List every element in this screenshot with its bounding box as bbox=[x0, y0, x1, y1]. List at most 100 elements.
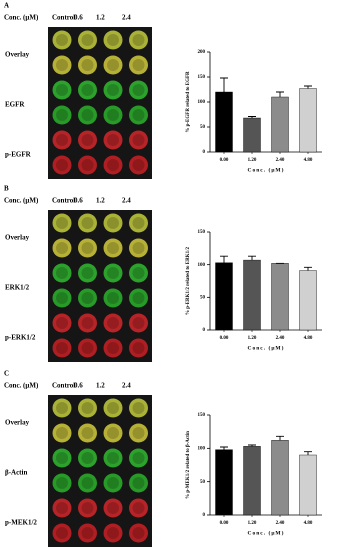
well bbox=[129, 238, 148, 258]
error-bar bbox=[220, 77, 228, 92]
well bbox=[103, 398, 123, 418]
well bbox=[52, 288, 72, 308]
well bbox=[103, 288, 123, 308]
well-center bbox=[107, 109, 119, 121]
error-bar bbox=[220, 446, 228, 450]
well bbox=[129, 473, 148, 493]
well bbox=[103, 338, 123, 358]
well-center bbox=[56, 84, 68, 96]
x-tick-label: 2.40 bbox=[276, 158, 285, 163]
well-center bbox=[56, 34, 68, 46]
well-center bbox=[107, 402, 119, 414]
y-tick-label: 0 bbox=[203, 513, 206, 518]
y-tick-label: 150 bbox=[198, 413, 206, 418]
well-center bbox=[107, 217, 119, 229]
y-tick-label: 200 bbox=[198, 50, 206, 55]
well-center bbox=[132, 59, 145, 71]
well bbox=[78, 448, 97, 468]
column-header: Control bbox=[52, 382, 75, 390]
x-tick-label: 1.20 bbox=[248, 336, 257, 341]
row-label: p-MEK1/2 bbox=[5, 519, 37, 527]
well bbox=[78, 155, 97, 175]
well-center bbox=[81, 134, 94, 146]
y-tick-label: 100 bbox=[198, 263, 206, 268]
panel-label: A bbox=[4, 2, 9, 10]
well-center bbox=[107, 242, 119, 254]
well-center bbox=[107, 452, 119, 464]
well bbox=[52, 263, 72, 283]
well-center bbox=[132, 402, 145, 414]
bar bbox=[215, 449, 233, 516]
well bbox=[129, 130, 148, 150]
well bbox=[129, 398, 148, 418]
row-label: EGFR bbox=[5, 101, 25, 109]
well-center bbox=[81, 402, 94, 414]
well-center bbox=[132, 527, 145, 539]
well bbox=[78, 398, 97, 418]
x-tick-label: 1.20 bbox=[248, 521, 257, 526]
well-center bbox=[107, 134, 119, 146]
well bbox=[78, 213, 97, 233]
well bbox=[78, 523, 97, 543]
well bbox=[78, 263, 97, 283]
well-center bbox=[132, 452, 145, 464]
well bbox=[52, 313, 72, 333]
well-center bbox=[132, 217, 145, 229]
well bbox=[103, 523, 123, 543]
well-center bbox=[56, 477, 68, 489]
well bbox=[52, 398, 72, 418]
y-tick-label: 50 bbox=[200, 125, 206, 130]
well-center bbox=[132, 34, 145, 46]
well bbox=[52, 423, 72, 443]
well bbox=[52, 213, 72, 233]
x-tick-label: 4.80 bbox=[304, 336, 313, 341]
well bbox=[52, 55, 72, 75]
column-header: Conc. (μM) bbox=[4, 382, 39, 390]
column-header: 0.6 bbox=[74, 382, 83, 390]
well-center bbox=[81, 527, 94, 539]
well bbox=[78, 30, 97, 50]
y-tick-label: 50 bbox=[200, 295, 206, 300]
well-center bbox=[107, 477, 119, 489]
well-center bbox=[107, 342, 119, 354]
error-bar bbox=[304, 451, 312, 455]
well-center bbox=[132, 477, 145, 489]
well-center bbox=[81, 317, 94, 329]
well bbox=[78, 130, 97, 150]
blot-image bbox=[48, 210, 152, 362]
error-bar bbox=[248, 255, 256, 261]
well bbox=[103, 130, 123, 150]
bar bbox=[215, 262, 233, 331]
error-bar bbox=[220, 255, 228, 263]
row-label: Overlay bbox=[5, 51, 30, 59]
well-center bbox=[132, 134, 145, 146]
column-header: 0.6 bbox=[74, 197, 83, 205]
well bbox=[103, 155, 123, 175]
y-tick-label: 100 bbox=[198, 446, 206, 451]
bar bbox=[243, 117, 261, 153]
row-label: Overlay bbox=[5, 234, 30, 242]
well-center bbox=[132, 267, 145, 279]
well bbox=[52, 80, 72, 100]
x-tick-label: 1.20 bbox=[248, 158, 257, 163]
y-axis-label: % p-MEK1/2 related to β-Actin bbox=[186, 431, 191, 499]
well-center bbox=[81, 502, 94, 514]
well bbox=[103, 105, 123, 125]
well-center bbox=[81, 34, 94, 46]
row-label: p-EGFR bbox=[5, 151, 32, 159]
well-center bbox=[56, 134, 68, 146]
well bbox=[78, 423, 97, 443]
well-center bbox=[56, 502, 68, 514]
blot-image bbox=[48, 395, 152, 547]
x-axis-label: Conc. (μM) bbox=[248, 344, 285, 351]
well bbox=[129, 313, 148, 333]
well bbox=[78, 80, 97, 100]
well-center bbox=[81, 84, 94, 96]
well-center bbox=[107, 159, 119, 171]
well bbox=[52, 498, 72, 518]
y-tick-label: 100 bbox=[198, 100, 206, 105]
well bbox=[103, 473, 123, 493]
bar bbox=[271, 96, 289, 153]
y-tick-label: 0 bbox=[203, 150, 206, 155]
well bbox=[129, 105, 148, 125]
